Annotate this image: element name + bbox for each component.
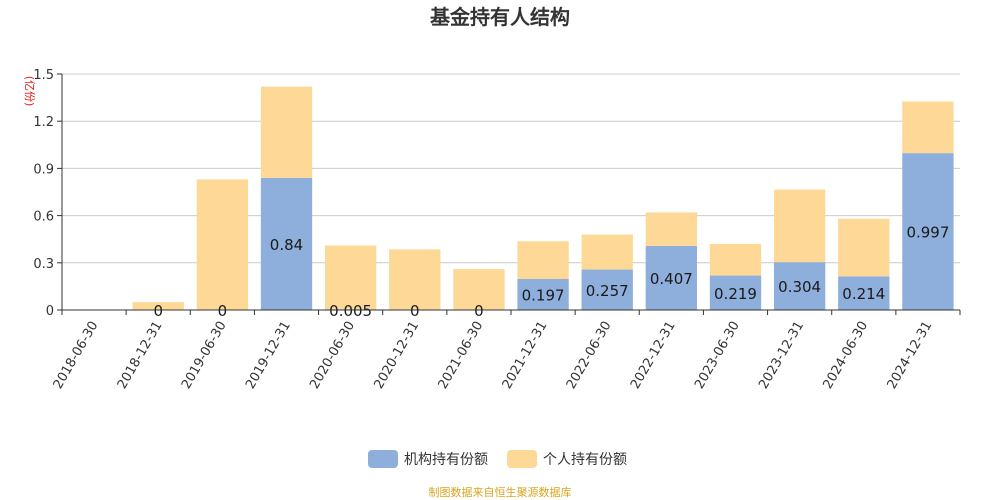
bar-segment (196, 179, 249, 310)
x-tick-label: 2023-12-31 (756, 319, 807, 392)
chart-title: 基金持有人结构 (430, 5, 570, 29)
legend-item[interactable]: 个人持有份额 (507, 450, 627, 468)
bar-segment (645, 245, 698, 310)
legend-swatch (507, 450, 537, 468)
bar-segment (260, 86, 313, 178)
y-tick-label: 0.3 (33, 257, 54, 272)
bar-segment (709, 275, 762, 310)
bar-segment (902, 101, 954, 154)
bar-value-label: 0.219 (714, 285, 757, 303)
bar-segment (902, 153, 954, 310)
bar-segment (453, 269, 505, 310)
legend[interactable]: 机构持有份额 个人持有份额 (368, 450, 627, 468)
x-tick-label: 2020-06-30 (307, 319, 358, 392)
bar-segment (260, 177, 313, 310)
bars (132, 86, 954, 310)
bar-segment (645, 212, 698, 246)
bar-segment (581, 234, 633, 270)
bar-value-label: 0.197 (522, 287, 565, 305)
bar-segment (517, 241, 569, 280)
bar-segment (324, 245, 377, 310)
x-tick-label: 2019-06-30 (179, 319, 230, 392)
data-labels: 0 0 0.84 0.005 0 0 0.197 0.257 0.407 0.219 0.304 0.… (153, 224, 949, 320)
x-tick-label: 2018-12-31 (115, 319, 166, 392)
x-tick-label: 2022-12-31 (628, 319, 679, 392)
bar-segment (773, 189, 826, 263)
y-tick-label: 0.9 (33, 162, 54, 177)
bar-value-label: 0.997 (906, 224, 949, 242)
y-tick-label: 0 (46, 304, 54, 319)
bar-segment (773, 262, 826, 310)
legend-label: 个人持有份额 (543, 452, 627, 468)
x-tick-label: 2018-06-30 (51, 319, 102, 392)
bar-segment (517, 279, 569, 310)
bar-value-label: 0 (410, 302, 420, 320)
x-tick-label: 2022-06-30 (564, 319, 615, 392)
y-tick-label: 1.2 (33, 115, 54, 130)
bar-value-label: 0.257 (586, 282, 629, 300)
x-tick-label: 2023-06-30 (692, 319, 743, 392)
bar-segment (838, 218, 890, 277)
x-tick-label: 2024-06-30 (820, 319, 871, 392)
bar-segment (389, 249, 441, 310)
legend-label: 机构持有份额 (404, 452, 488, 468)
source-note: 制图数据来自恒生聚源数据库 (429, 485, 572, 499)
legend-item[interactable]: 机构持有份额 (368, 450, 488, 468)
x-tick-label: 2024-12-31 (885, 319, 936, 392)
y-tick-label: 1.5 (33, 68, 54, 83)
x-tick-label: 2020-12-31 (371, 319, 422, 392)
x-tick-label: 2021-12-31 (500, 319, 551, 392)
bar-segment (581, 269, 633, 310)
bar-value-label: 0 (474, 302, 484, 320)
bar-value-label: 0 (218, 302, 228, 320)
bar-segment (132, 302, 184, 310)
x-tick-label: 2019-12-31 (243, 319, 294, 392)
y-tick-label: 0.6 (33, 210, 54, 225)
bar-value-label: 0.214 (842, 285, 885, 303)
bar-segment (838, 276, 890, 310)
y-unit-label: (亿份) (23, 76, 36, 107)
bar-value-label: 0.304 (778, 278, 821, 296)
bar-segment (709, 243, 762, 276)
bar-value-label: 0.407 (650, 270, 693, 288)
legend-swatch (368, 450, 398, 468)
bar-value-label: 0.005 (329, 302, 372, 320)
bar-value-label: 0.84 (270, 236, 303, 254)
bar-value-label: 0 (153, 302, 163, 320)
x-tick-label: 2021-06-30 (436, 319, 487, 392)
